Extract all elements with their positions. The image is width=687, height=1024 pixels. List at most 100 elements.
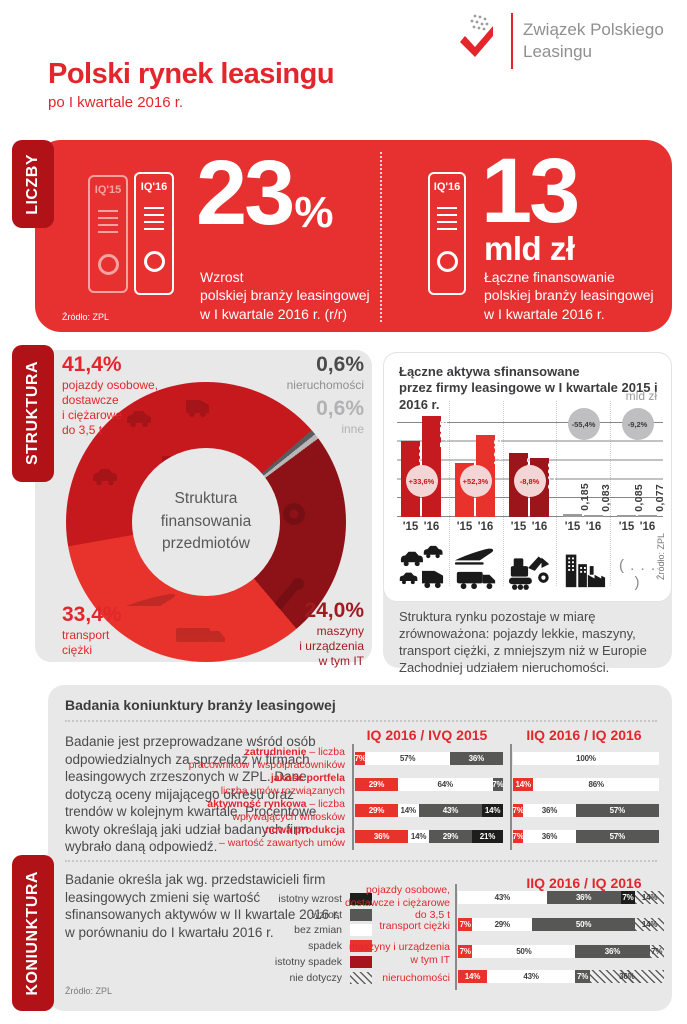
survey-row: 14% 43% 7% 36% [458,970,664,983]
survey-segment-wzrost: 29% [428,830,472,843]
assets-x-tick: '16 [423,521,440,533]
survey-segment-wzrost: 57% [575,830,659,843]
survey1-title: IQ 2016 / IVQ 2015 [366,727,488,743]
binder-ring [97,254,119,275]
survey-segment-wzrost: 57% [575,804,659,817]
asset-bar-value: 4,342 [491,439,504,467]
koniunktura-header: Badania koniunktury branży leasingowej [65,697,336,713]
stat-financing: 13 [481,140,580,242]
survey-row-label-zatrudnienie: zatrudnienie – liczba pracowników i wspó… [120,746,345,771]
pie-label-inne: 0,6% inne [316,398,364,437]
survey-segment-nie_dotyczy: 36% [589,970,664,983]
legend-swatch-nie_dotyczy [350,971,372,984]
survey-row-label-jakosc: jakość portfela – liczba umów rozwiązany… [120,772,345,797]
pie-label-text: maszyny i urządzenia w tym IT [299,624,364,668]
survey-segment-bez_zmian: 36% [523,804,576,817]
section-tab-liczby-label: LICZBY [24,153,41,215]
survey1-chart: 7% 57% 36% 29% 64% 7% 29% 14% 43% 14% 36% 14% 29% 21% [355,745,505,847]
pie-label-text: inne [341,422,364,436]
asset-bar-value: 0,085 [632,484,645,512]
koniunktura-outlook: Badanie określa jak wg. przedstawicieli … [65,872,341,940]
asset-bar-value: 0,077 [653,484,666,512]
survey2-chart: 100% 14% 86% 7% 36% 57% 7% 36% 57% [513,745,661,847]
pie-label-transport: 33,4% transport ciężki [62,604,122,658]
pie-label-maszyny: 24,0% maszyny i urządzenia w tym IT [299,600,364,669]
survey-segment-spadek: 7% [355,752,366,765]
assets-x-tick: '16 [585,521,602,533]
legend-item: istotny wzrost [150,891,372,907]
survey-segment-istotny_wzrost: 21% [471,830,503,843]
legend-label: istotny wzrost [278,892,342,905]
assets-x-tick: '15 [456,521,473,533]
section-tab-liczby: LICZBY [12,140,54,228]
pie-label-text: nieruchomości [286,378,364,392]
assets-x-tick: '16 [639,521,656,533]
struktura-note: Struktura rynku pozostaje w miarę zrówno… [399,609,647,676]
dotted-divider [65,860,657,862]
assets-x-tick: '15 [402,521,419,533]
survey-segment-wzrost: 7% [575,970,590,983]
survey-row: 7% 36% 57% [513,830,659,843]
survey-segment-bez_zmian: 14% [397,804,419,817]
legend-swatch-wzrost [350,908,372,921]
stat-growth-value: 23 [196,142,295,244]
source-note: Źródło: ZPL [62,312,110,322]
survey-segment-nie_dotyczy: 14% [635,891,664,904]
asset-bar-value: 0,083 [599,484,612,512]
survey-segment-spadek: 7% [458,918,473,931]
survey2-title: IIQ 2016 / IQ 2016 [526,727,642,743]
stat-growth: 23 % [196,142,334,244]
legend-item: spadek [150,938,372,954]
survey-row: 29% 64% 7% [355,778,503,791]
change-badge: +52,3% [459,465,492,497]
asset-bar: 0,077 [638,484,666,517]
binder-lines [143,202,165,235]
legend-label: bez zmian [294,924,342,937]
survey-row: 43% 36% 7% 14% [458,891,664,904]
survey-segment-bez_zmian: 43% [486,970,576,983]
survey-row-label-produkcja: nowa produkcja – wartość zawartych umów [120,824,345,849]
legend-swatch-bez_zmian [350,924,372,937]
survey3-row-label-maszyny: maszyny i urządzenia w tym IT [349,941,450,966]
assets-source-note: Źródło: ZPL [656,533,666,581]
survey-segment-bez_zmian: 43% [458,891,547,904]
survey-segment-spadek: 7% [513,804,524,817]
legend-swatch-spadek [350,940,372,953]
label-rest: – wartość zawartych umów [218,836,345,849]
survey-segment-nie_dotyczy: 7% [649,945,664,958]
donut-chart [66,382,346,662]
stat-financing-unit: mld zł [484,230,575,267]
label-bold: nowa produkcja [265,824,345,836]
legend-item: bez zmian [150,923,372,939]
category-icon-vehicles [399,545,445,591]
stat-growth-unit: % [294,188,334,238]
binder-lines [437,202,457,235]
pie-value: 0,6% [316,397,364,420]
donut-center-label: Struktura finansowania przedmiotów [132,448,280,596]
assets-x-tick: '16 [531,521,548,533]
binder-lines [97,205,119,238]
stat-financing-value: 13 [481,140,580,242]
category-icon-machinery [507,545,553,591]
binder-label: IQ'16 [433,181,461,193]
survey-segment-spadek: 36% [355,830,409,843]
survey-segment-spadek: 14% [513,778,534,791]
assets-chart-panel: Łączne aktywa sfinansowane przez firmy l… [383,352,672,602]
legend-label: spadek [308,940,342,953]
survey-row: 7% 50% 36% 7% [458,945,664,958]
change-badge: +33,6% [405,465,438,497]
section-tab-struktura-label: STRUKTURA [24,361,41,466]
survey-segment-spadek: 7% [458,945,473,958]
survey3-row-label-pojazdy: pojazdy osobowe, dostawcze i ciężarowe d… [344,884,450,922]
survey-row-label-aktywnosc: aktywność rynkowa – liczba wpływających … [120,798,345,823]
survey3-title: IIQ 2016 / IQ 2016 [526,875,642,891]
survey-segment-bez_zmian: 50% [472,945,576,958]
section-tab-struktura: STRUKTURA [12,345,54,482]
label-rest: – liczba pracowników i współpracowników [188,746,345,771]
binder-icon-iq16: IQ'16 [134,172,174,295]
category-icon-plane-truck [453,545,499,591]
label-rest: – liczba umów rozwiązanych [211,784,345,797]
logo-divider [511,12,513,69]
legend-label: istotny spadek [274,956,342,969]
